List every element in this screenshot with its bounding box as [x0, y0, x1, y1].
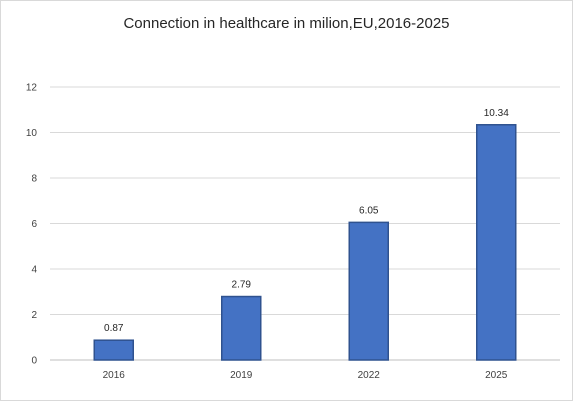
y-tick-label: 2	[31, 310, 37, 321]
data-label-2022: 6.05	[359, 205, 379, 216]
x-tick-label-2019: 2019	[230, 370, 253, 381]
y-tick-label: 0	[31, 356, 37, 367]
data-label-2019: 2.79	[232, 280, 252, 291]
bar-2019	[221, 295, 262, 361]
label-layer: 0 2 4 6 8 10 12 0.87 2016 2.79 2019 6.05 2022 10.34 20…	[26, 83, 509, 382]
data-label-2016: 0.87	[104, 323, 124, 334]
y-tick-label: 6	[31, 219, 37, 230]
x-tick-label-2022: 2022	[358, 370, 381, 381]
data-label-2025: 10.34	[484, 108, 509, 119]
x-tick-label-2025: 2025	[485, 370, 508, 381]
grid-layer	[50, 86, 560, 361]
bar-2025	[476, 124, 517, 361]
x-tick-label-2016: 2016	[103, 370, 126, 381]
y-tick-label: 4	[31, 265, 37, 276]
y-tick-label: 8	[31, 174, 37, 185]
y-tick-label: 10	[26, 128, 38, 139]
chart-title: Connection in healthcare in milion,EU,20…	[123, 15, 450, 32]
bar-layer	[93, 124, 517, 361]
bar-2016	[93, 339, 134, 361]
y-tick-label: 12	[26, 83, 38, 94]
bar-2022	[348, 221, 389, 361]
